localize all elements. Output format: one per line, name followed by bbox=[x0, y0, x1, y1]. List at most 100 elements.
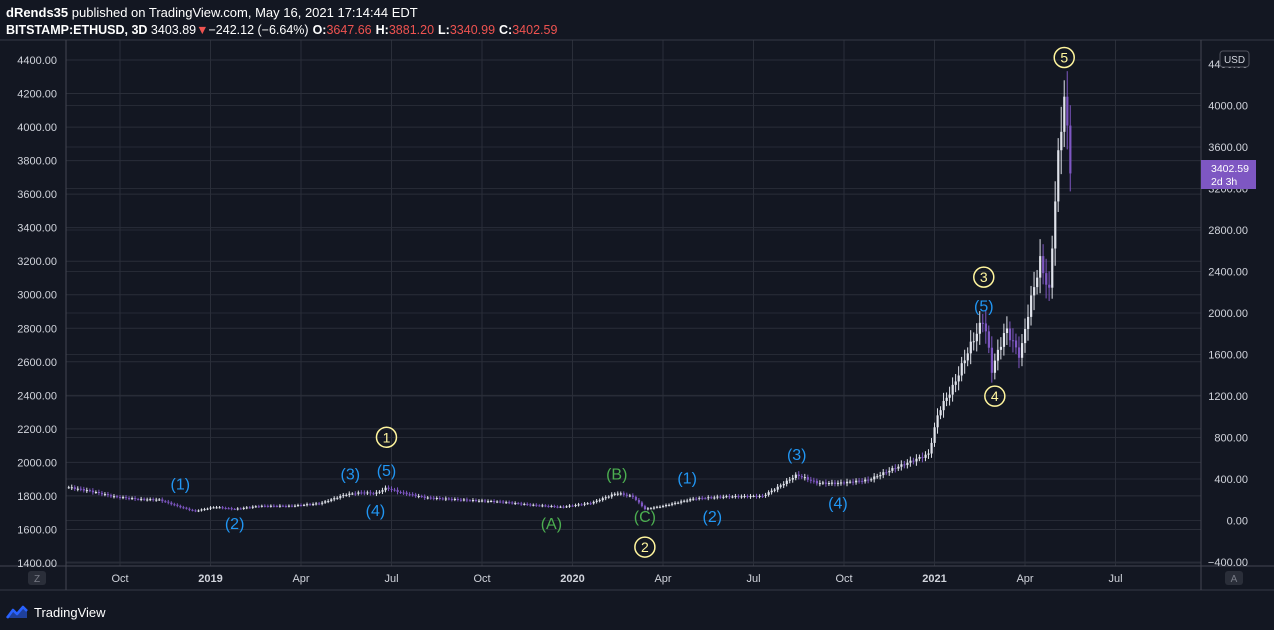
auto-scale-left-button[interactable] bbox=[28, 571, 46, 585]
wave-label[interactable]: (2) bbox=[225, 516, 245, 533]
candle bbox=[115, 494, 119, 499]
wave-label[interactable]: (3) bbox=[340, 466, 360, 483]
wave-label[interactable]: (4) bbox=[828, 496, 848, 513]
wave-label[interactable]: (1) bbox=[171, 476, 191, 493]
wave-label[interactable]: (5) bbox=[377, 463, 397, 480]
right-price-axis[interactable]: 4000.003600.003200.002800.002400.002000.… bbox=[1208, 59, 1248, 569]
candle bbox=[532, 503, 535, 507]
brand-name: TradingView bbox=[34, 604, 106, 620]
price-change: −242.12 (−6.64%) bbox=[208, 23, 309, 37]
candle bbox=[426, 496, 429, 500]
wave-label[interactable]: 3 bbox=[973, 266, 995, 288]
candle bbox=[318, 501, 321, 506]
candle bbox=[966, 347, 969, 367]
currency-badge[interactable] bbox=[1219, 50, 1250, 68]
candle bbox=[894, 464, 897, 473]
candle bbox=[752, 494, 755, 498]
candle bbox=[402, 490, 405, 495]
candle bbox=[981, 313, 984, 333]
wave-label[interactable]: (3) bbox=[787, 447, 807, 464]
right-tick-label: 800.00 bbox=[1214, 433, 1248, 445]
wave-label[interactable]: (A) bbox=[541, 516, 562, 533]
candle bbox=[134, 496, 137, 502]
candle bbox=[722, 494, 725, 500]
candle bbox=[239, 507, 242, 510]
candle bbox=[1048, 271, 1051, 301]
candle bbox=[194, 509, 197, 513]
candle bbox=[628, 493, 632, 498]
candle bbox=[948, 386, 951, 406]
candle bbox=[773, 488, 776, 493]
candle bbox=[713, 495, 716, 500]
publisher-name[interactable]: dRends35 bbox=[6, 5, 69, 20]
wave-label[interactable]: (5) bbox=[974, 299, 994, 316]
left-tick-label: 1400.00 bbox=[17, 558, 57, 570]
candle bbox=[535, 503, 538, 507]
candle bbox=[990, 336, 994, 383]
candle bbox=[1036, 269, 1039, 295]
candle bbox=[502, 499, 505, 504]
symbol-label[interactable]: BITSTAMP:ETHUSD, 3D bbox=[6, 23, 148, 37]
candle bbox=[864, 477, 867, 484]
wave-label[interactable]: (2) bbox=[702, 509, 722, 526]
right-tick-label: 2400.00 bbox=[1208, 267, 1248, 279]
candle bbox=[465, 497, 469, 503]
chart-header: dRends35 published on TradingView.com, M… bbox=[6, 4, 906, 39]
candle bbox=[523, 502, 526, 506]
candle bbox=[906, 459, 909, 469]
candle bbox=[710, 495, 713, 500]
candle bbox=[640, 501, 644, 508]
svg-text:(4): (4) bbox=[828, 496, 848, 513]
candle bbox=[490, 499, 493, 503]
time-tick-label: 2020 bbox=[560, 573, 584, 585]
candle bbox=[1020, 333, 1024, 367]
candle bbox=[547, 504, 550, 508]
candle bbox=[698, 496, 701, 501]
candle bbox=[417, 493, 420, 499]
candle bbox=[456, 497, 460, 502]
candle bbox=[728, 493, 731, 500]
left-price-axis[interactable]: 4400.00 4200.00 4000.00 3800.00 3600.00 3400.… bbox=[17, 55, 57, 570]
candle bbox=[511, 501, 514, 505]
candle bbox=[734, 493, 737, 499]
tradingview-logo-icon bbox=[6, 605, 28, 619]
time-tick-label: Jul bbox=[746, 573, 760, 585]
candle bbox=[381, 487, 384, 495]
wave-label[interactable]: (C) bbox=[634, 509, 656, 526]
candle bbox=[481, 498, 484, 503]
candle bbox=[855, 478, 858, 485]
candle bbox=[785, 478, 788, 487]
candle bbox=[354, 491, 357, 497]
candle bbox=[396, 487, 399, 495]
candle bbox=[1063, 80, 1066, 147]
wave-label[interactable]: (1) bbox=[677, 470, 697, 487]
left-tick-label: 3600.00 bbox=[17, 189, 57, 201]
wave-label[interactable]: (4) bbox=[366, 503, 386, 520]
candle bbox=[574, 503, 577, 508]
candle bbox=[912, 457, 915, 465]
candle bbox=[622, 491, 625, 497]
candle bbox=[284, 504, 288, 508]
candle bbox=[683, 499, 686, 503]
candle bbox=[921, 452, 924, 463]
time-axis[interactable]: Oct 2019 Apr Jul Oct 2020 Apr Jul Oct 2021 Apr Jul bbox=[111, 573, 1122, 585]
candle bbox=[791, 474, 794, 483]
wave-label[interactable]: 2 bbox=[634, 536, 656, 558]
candle bbox=[230, 506, 233, 511]
candle bbox=[137, 497, 140, 501]
price-chart[interactable]: 1 (5) (3) (4) (1) (2) (B) (A) (C) 2 (1) (2) (3) (4) 3 (… bbox=[0, 0, 1274, 600]
right-tick-label: 3600.00 bbox=[1208, 142, 1248, 154]
wave-label[interactable]: 5 bbox=[1053, 46, 1075, 69]
auto-scale-right-button[interactable] bbox=[1225, 571, 1243, 585]
wave-label[interactable]: 1 bbox=[375, 426, 398, 448]
candle bbox=[224, 506, 227, 510]
candle bbox=[849, 479, 852, 484]
candle bbox=[915, 454, 918, 466]
candle bbox=[112, 494, 116, 499]
wave-label[interactable]: (B) bbox=[606, 466, 627, 483]
candle bbox=[493, 499, 496, 504]
candle bbox=[387, 485, 390, 492]
wave-label[interactable]: 4 bbox=[984, 385, 1006, 407]
candle bbox=[94, 490, 98, 494]
tradingview-brand[interactable]: TradingView bbox=[6, 602, 106, 622]
